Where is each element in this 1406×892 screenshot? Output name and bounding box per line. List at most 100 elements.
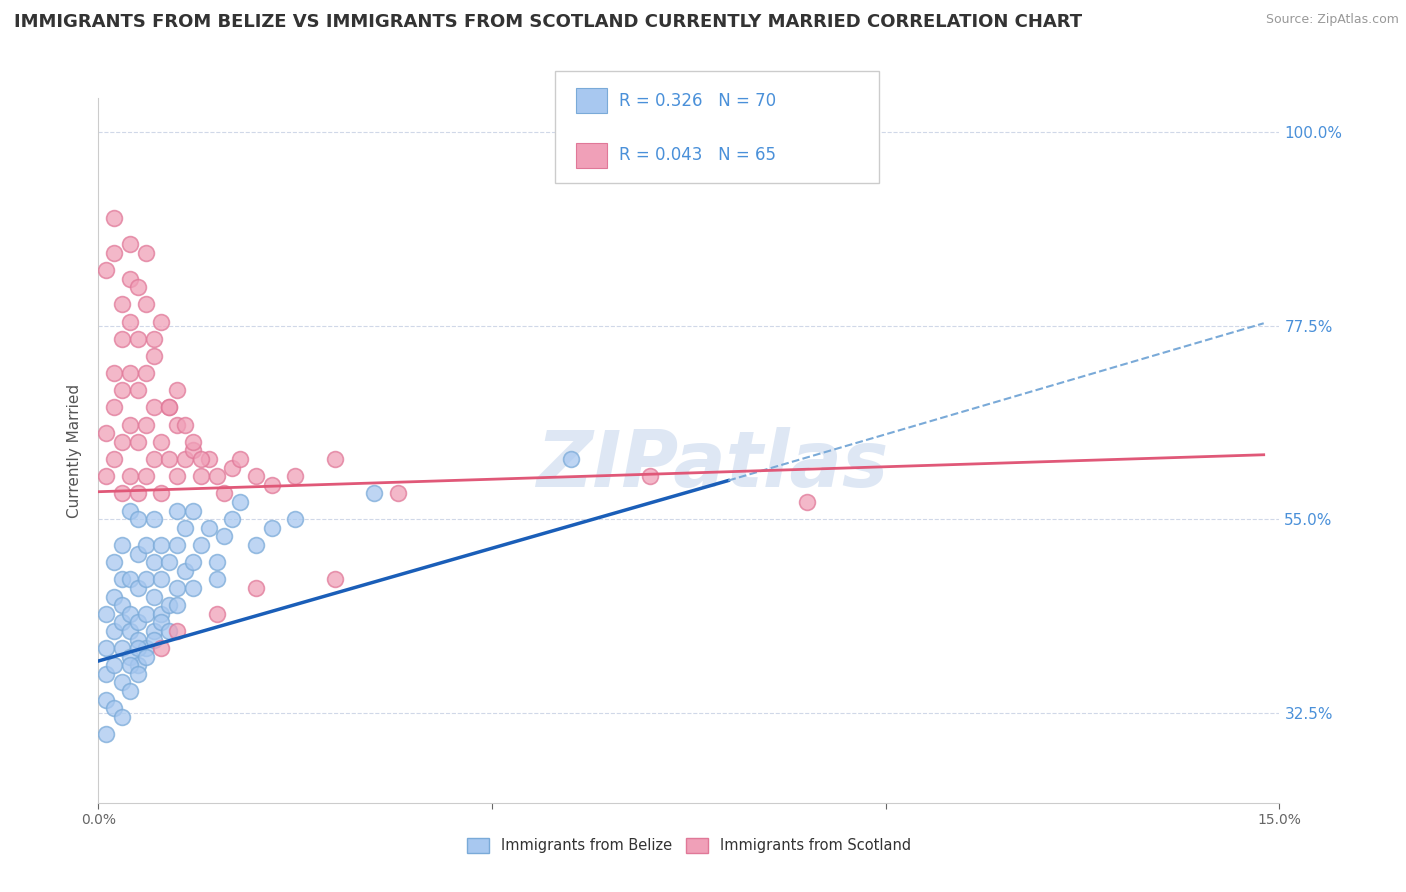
Point <box>142 452 165 467</box>
Point <box>181 434 204 449</box>
Point <box>118 658 141 673</box>
Point <box>205 607 228 621</box>
Point <box>111 710 134 724</box>
Point <box>221 512 243 526</box>
Point <box>174 452 197 467</box>
Point <box>135 469 157 483</box>
Point <box>150 641 173 656</box>
Point <box>150 486 173 500</box>
Point <box>245 469 267 483</box>
Point <box>142 332 165 346</box>
Point <box>166 581 188 595</box>
Point <box>135 649 157 664</box>
Point <box>387 486 409 500</box>
Text: ZIPatlas: ZIPatlas <box>537 426 889 502</box>
Point <box>111 598 134 612</box>
Point <box>166 417 188 432</box>
Point <box>103 452 125 467</box>
Point <box>150 434 173 449</box>
Point <box>205 469 228 483</box>
Point <box>135 641 157 656</box>
Point <box>103 624 125 638</box>
Point <box>221 460 243 475</box>
Point <box>166 503 188 517</box>
Point <box>157 401 180 415</box>
Point <box>229 495 252 509</box>
Point <box>127 384 149 398</box>
Point <box>174 564 197 578</box>
Point <box>323 573 346 587</box>
Point <box>142 512 165 526</box>
Point <box>260 478 283 492</box>
Point <box>96 263 118 277</box>
Point <box>142 590 165 604</box>
Point <box>103 245 125 260</box>
Y-axis label: Currently Married: Currently Married <box>67 384 83 517</box>
Text: IMMIGRANTS FROM BELIZE VS IMMIGRANTS FROM SCOTLAND CURRENTLY MARRIED CORRELATION: IMMIGRANTS FROM BELIZE VS IMMIGRANTS FRO… <box>14 13 1083 31</box>
Point <box>174 521 197 535</box>
Point <box>111 384 134 398</box>
Point <box>118 503 141 517</box>
Point <box>111 486 134 500</box>
Point <box>103 590 125 604</box>
Point <box>150 607 173 621</box>
Point <box>323 452 346 467</box>
Point <box>118 417 141 432</box>
Point <box>103 401 125 415</box>
Point <box>135 538 157 552</box>
Point <box>142 624 165 638</box>
Point <box>150 538 173 552</box>
Point <box>127 332 149 346</box>
Point <box>190 452 212 467</box>
Text: R = 0.326   N = 70: R = 0.326 N = 70 <box>619 92 776 110</box>
Point <box>111 332 134 346</box>
Point <box>150 615 173 630</box>
Point <box>560 452 582 467</box>
Point <box>96 727 118 741</box>
Point <box>260 521 283 535</box>
Point <box>190 469 212 483</box>
Point <box>118 624 141 638</box>
Point <box>142 632 165 647</box>
Point <box>118 573 141 587</box>
Point <box>796 495 818 509</box>
Point <box>96 426 118 441</box>
Point <box>166 469 188 483</box>
Point <box>181 443 204 458</box>
Point <box>135 245 157 260</box>
Point <box>157 624 180 638</box>
Point <box>96 692 118 706</box>
Point <box>157 598 180 612</box>
Point <box>127 280 149 294</box>
Point <box>118 607 141 621</box>
Point <box>127 615 149 630</box>
Point <box>205 555 228 569</box>
Point <box>118 366 141 380</box>
Point <box>127 547 149 561</box>
Point <box>111 675 134 690</box>
Point <box>111 641 134 656</box>
Point <box>214 529 236 543</box>
Point <box>166 538 188 552</box>
Point <box>190 538 212 552</box>
Point <box>111 615 134 630</box>
Point <box>127 666 149 681</box>
Point <box>166 384 188 398</box>
Point <box>135 297 157 311</box>
Point <box>96 607 118 621</box>
Point <box>197 521 219 535</box>
Point <box>118 237 141 252</box>
Point <box>174 417 197 432</box>
Point <box>111 434 134 449</box>
Point <box>245 581 267 595</box>
Point <box>181 503 204 517</box>
Point <box>118 469 141 483</box>
Legend: Immigrants from Belize, Immigrants from Scotland: Immigrants from Belize, Immigrants from … <box>461 832 917 859</box>
Point <box>142 555 165 569</box>
Point <box>157 452 180 467</box>
Point <box>150 314 173 328</box>
Point <box>127 658 149 673</box>
Point <box>135 417 157 432</box>
Point <box>111 297 134 311</box>
Point <box>103 366 125 380</box>
